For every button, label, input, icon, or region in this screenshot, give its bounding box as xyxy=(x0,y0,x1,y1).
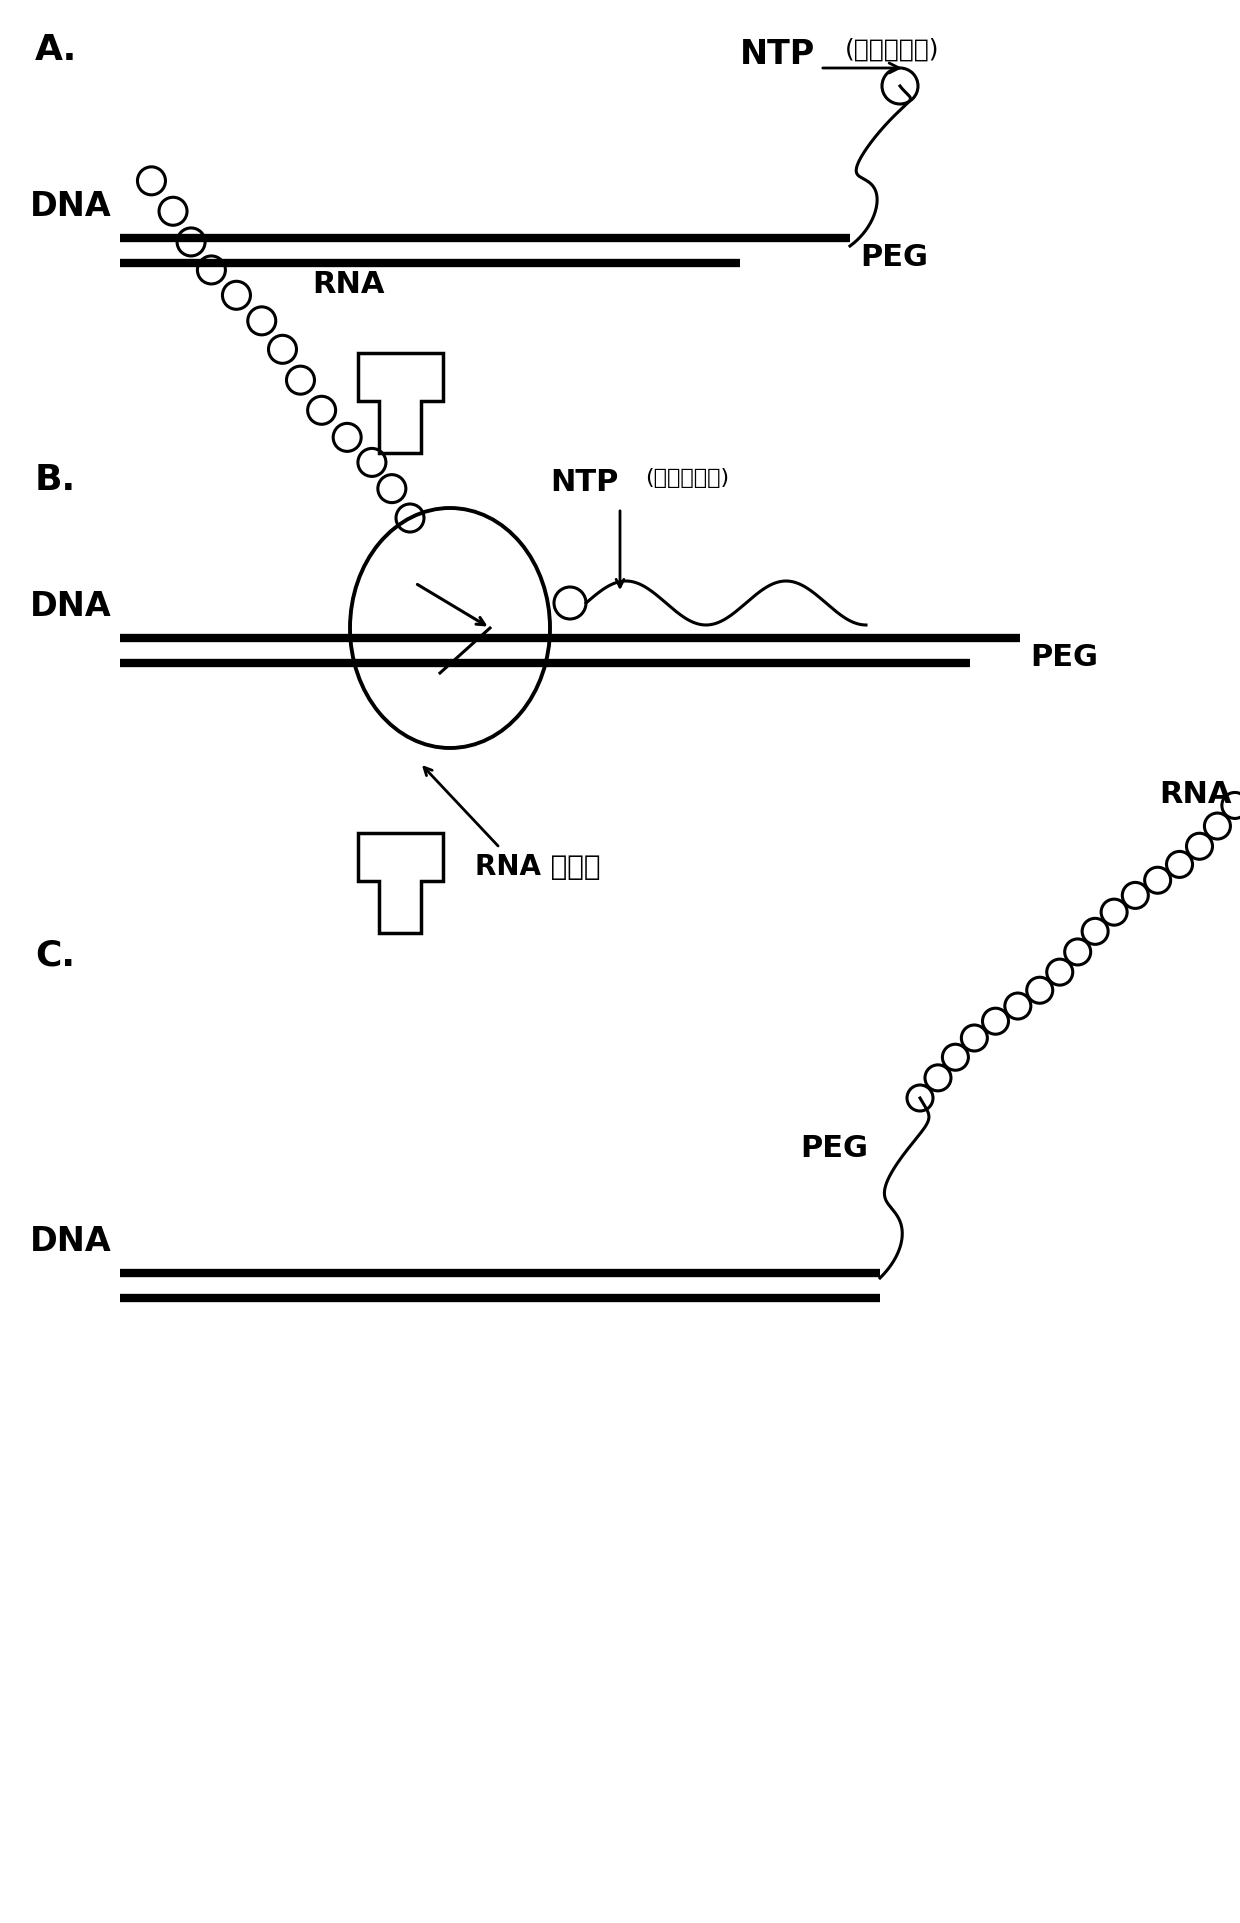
Text: DNA: DNA xyxy=(30,590,112,623)
Text: DNA: DNA xyxy=(30,1225,112,1258)
Text: (三磷酸核苷): (三磷酸核苷) xyxy=(645,467,729,488)
Text: NTP: NTP xyxy=(551,467,619,496)
Text: C.: C. xyxy=(35,938,74,971)
Text: NTP: NTP xyxy=(740,38,815,71)
Text: PEG: PEG xyxy=(800,1135,868,1163)
Text: PEG: PEG xyxy=(1030,642,1097,671)
Text: PEG: PEG xyxy=(861,242,928,271)
Text: B.: B. xyxy=(35,463,76,496)
Text: DNA: DNA xyxy=(30,190,112,223)
Text: (三磷酸核苷): (三磷酸核苷) xyxy=(844,38,940,62)
Polygon shape xyxy=(357,354,443,454)
Text: RNA: RNA xyxy=(1159,781,1233,810)
Polygon shape xyxy=(357,833,443,933)
Text: RNA 聚合酶: RNA 聚合酶 xyxy=(475,854,600,881)
Text: RNA: RNA xyxy=(312,271,384,300)
Text: A.: A. xyxy=(35,33,77,67)
